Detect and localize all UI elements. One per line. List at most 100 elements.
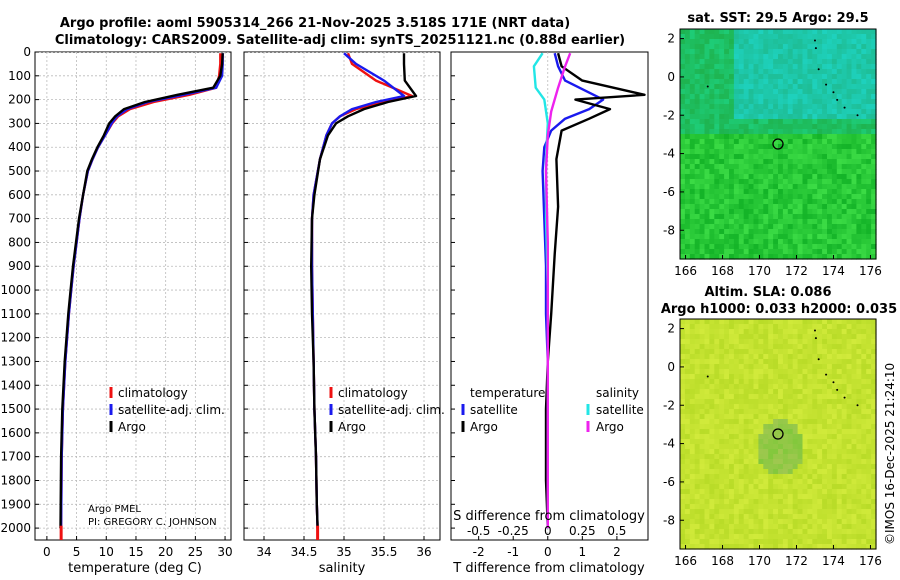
map-cell — [836, 84, 843, 90]
map-cell — [807, 334, 813, 340]
map-cell — [861, 479, 867, 485]
map-cell — [846, 429, 853, 435]
map-cell — [856, 219, 862, 225]
map-y-tick-label: 2 — [667, 322, 675, 336]
map-cell — [684, 29, 691, 35]
map-cell — [792, 334, 799, 340]
map-cell — [694, 229, 701, 235]
map-cell — [719, 319, 725, 325]
map-cell — [753, 254, 759, 260]
map-cell — [866, 539, 872, 545]
map-cell — [768, 454, 774, 460]
map-cell — [768, 49, 774, 55]
map-cell — [753, 419, 759, 425]
map-cell — [792, 214, 799, 220]
map-cell — [738, 539, 745, 545]
map-cell — [827, 244, 833, 250]
map-cell — [797, 104, 804, 110]
map-cell — [684, 209, 691, 215]
map-cell — [729, 219, 735, 225]
map-cell — [831, 434, 838, 440]
map-cell — [836, 54, 843, 60]
map-cell — [743, 344, 750, 350]
map-cell — [748, 224, 755, 230]
map-cell — [797, 434, 804, 440]
map-cell — [871, 189, 877, 195]
map-cell — [836, 374, 843, 380]
map-cell — [778, 204, 784, 210]
map-cell — [812, 169, 818, 175]
map-cell — [748, 164, 755, 170]
map-cell — [748, 189, 755, 195]
map-cell — [733, 369, 740, 375]
map-cell — [782, 499, 789, 505]
map-cell — [787, 104, 794, 110]
map-cell — [797, 49, 804, 55]
map-cell — [822, 364, 828, 370]
map-cell — [738, 379, 745, 385]
map-cell — [831, 164, 838, 170]
map-cell — [684, 249, 691, 255]
map-cell — [812, 424, 818, 430]
map-cell — [684, 409, 691, 415]
map-cell — [871, 139, 877, 145]
map-cell — [782, 174, 789, 180]
map-cell — [763, 474, 769, 480]
map-cell — [719, 214, 725, 220]
map-cell — [729, 34, 735, 40]
map-cell — [802, 159, 808, 165]
map-cell — [822, 134, 828, 140]
map-cell — [822, 199, 828, 205]
map-cell — [827, 199, 833, 205]
map-cell — [773, 389, 779, 395]
map-cell — [787, 44, 794, 50]
map-cell — [699, 319, 706, 325]
map-cell — [758, 369, 764, 375]
map-cell — [782, 159, 789, 165]
map-cell — [709, 424, 715, 430]
map-cell — [748, 34, 755, 40]
map-cell — [856, 99, 862, 105]
map-cell — [841, 99, 848, 105]
map-cell — [812, 164, 818, 170]
map-cell — [782, 99, 789, 105]
map-cell — [680, 249, 686, 255]
island-mark — [813, 39, 816, 42]
map-cell — [719, 349, 725, 355]
map-cell — [822, 104, 828, 110]
map-cell — [758, 234, 764, 240]
map-cell — [704, 414, 710, 420]
map-cell — [743, 114, 750, 120]
map-cell — [822, 434, 828, 440]
map-cell — [782, 249, 789, 255]
map-cell — [680, 94, 686, 100]
map-cell — [758, 334, 764, 340]
map-cell — [871, 214, 877, 220]
map-cell — [866, 44, 872, 50]
map-cell — [719, 164, 725, 170]
map-cell — [831, 374, 838, 380]
map-cell — [704, 249, 710, 255]
map-cell — [802, 534, 808, 540]
map-cell — [861, 104, 867, 110]
map-cell — [763, 374, 769, 380]
map-cell — [866, 244, 872, 250]
map-cell — [743, 399, 750, 405]
map-cell — [699, 134, 706, 140]
map-cell — [699, 204, 706, 210]
map-cell — [704, 434, 710, 440]
map-cell — [866, 319, 872, 325]
map-cell — [709, 244, 715, 250]
map-cell — [753, 109, 759, 115]
legend-label-satellite-adj: satellite-adj. clim. — [338, 403, 445, 417]
map-cell — [699, 339, 706, 345]
map-cell — [827, 164, 833, 170]
map-cell — [743, 509, 750, 515]
map-cell — [748, 209, 755, 215]
map-cell — [738, 349, 745, 355]
temperature-axes — [34, 51, 232, 541]
map-cell — [763, 134, 769, 140]
map-cell — [689, 474, 696, 480]
map-cell — [719, 544, 725, 550]
map-cell — [787, 74, 794, 80]
